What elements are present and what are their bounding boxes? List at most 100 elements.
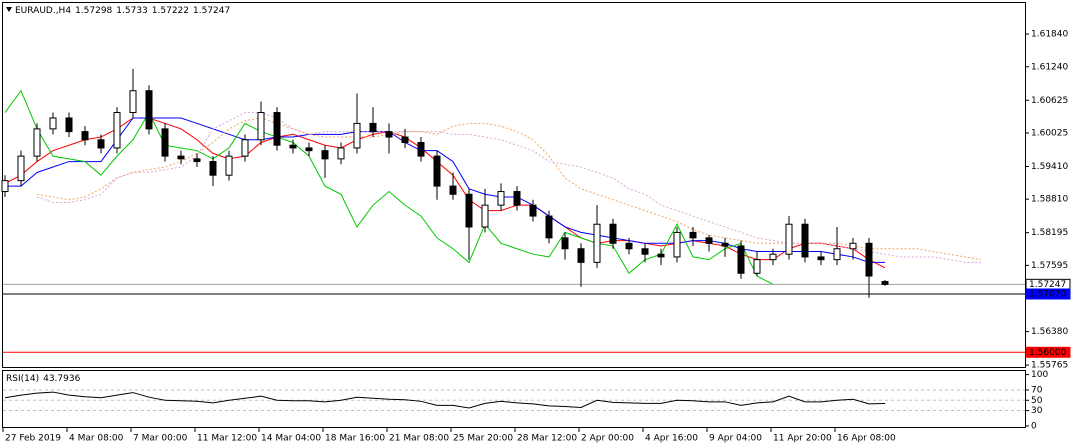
rsi-panel bbox=[2, 370, 1026, 428]
candle-body bbox=[337, 147, 345, 160]
candle-body bbox=[497, 191, 505, 206]
price-label: 1.57070 bbox=[1029, 289, 1066, 299]
y-tick-label: 1.60625 bbox=[1031, 96, 1068, 106]
y-tick-label: 1.61240 bbox=[1031, 62, 1068, 72]
candle-body bbox=[49, 117, 57, 130]
candle-body bbox=[305, 147, 313, 152]
candle-body bbox=[705, 237, 713, 244]
y-tick-label: 1.60025 bbox=[1031, 128, 1068, 138]
candle-body bbox=[145, 90, 153, 130]
candle-body bbox=[801, 223, 809, 258]
candle-body bbox=[97, 139, 105, 149]
x-tick-label: 4 Apr 16:00 bbox=[645, 434, 698, 444]
candle-body bbox=[321, 150, 329, 160]
candle-body bbox=[17, 155, 25, 182]
candle-body bbox=[641, 248, 649, 255]
candle-body bbox=[257, 112, 265, 141]
candle-body bbox=[817, 256, 825, 261]
panel-candlestick: 1.61840 1.61240 1.60625 1.60025 1.59410 1.588… bbox=[1, 30, 1071, 444]
candle-body bbox=[481, 204, 489, 228]
x-tick-label: 14 Mar 04:00 bbox=[261, 434, 321, 444]
last-high: 1.5733 bbox=[116, 6, 148, 16]
candle-body bbox=[417, 141, 425, 157]
candle-body bbox=[721, 242, 729, 247]
candle-body bbox=[129, 90, 137, 114]
x-tick-label: 11 Apr 20:00 bbox=[773, 434, 832, 444]
candle-body bbox=[673, 231, 681, 258]
candle-body bbox=[177, 155, 185, 160]
candle-body bbox=[193, 158, 201, 163]
candle-body bbox=[545, 215, 553, 239]
candle-body bbox=[369, 122, 377, 133]
candle-body bbox=[577, 248, 585, 263]
symbol: EURAUD.,H4 bbox=[15, 6, 71, 16]
y-tick-label: 1.55765 bbox=[1031, 361, 1068, 371]
candle-body bbox=[513, 191, 521, 206]
y-tick-label: 1.57595 bbox=[1031, 261, 1068, 271]
x-tick-label: 18 Mar 16:00 bbox=[325, 434, 385, 444]
price-label-bg bbox=[1025, 346, 1071, 358]
y-tick-label: 1.58810 bbox=[1031, 195, 1068, 205]
candle-body bbox=[401, 136, 409, 143]
rsi-title: RSI(14) bbox=[6, 374, 39, 384]
candle-body bbox=[225, 155, 233, 176]
candle-body bbox=[785, 223, 793, 255]
candle-body bbox=[561, 237, 569, 250]
y-tick-label: 1.61840 bbox=[1031, 30, 1068, 40]
price-label: 1.57247 bbox=[1029, 280, 1066, 290]
rsi-header: RSI(14) 43.7936 bbox=[6, 374, 81, 384]
candle-body bbox=[881, 281, 889, 285]
price-label-bg bbox=[1025, 288, 1071, 300]
candle-body bbox=[833, 248, 841, 261]
candle-body bbox=[65, 117, 73, 133]
symbol-arrow bbox=[6, 7, 12, 12]
candle-body bbox=[81, 131, 89, 141]
indicator-line bbox=[4, 391, 886, 409]
x-tick-label: 11 Mar 12:00 bbox=[197, 434, 257, 444]
x-tick-label: 4 Mar 08:00 bbox=[69, 434, 124, 444]
last-low: 1.57222 bbox=[152, 6, 189, 16]
candle-body bbox=[769, 253, 777, 261]
candle-body bbox=[529, 204, 537, 217]
candle-body bbox=[737, 245, 745, 274]
y-tick-label: 1.56380 bbox=[1031, 327, 1068, 337]
y-tick-label: 1.59410 bbox=[1031, 162, 1068, 172]
x-tick-label: 27 Feb 2019 bbox=[5, 434, 61, 444]
x-tick-label: 21 Mar 08:00 bbox=[389, 434, 449, 444]
x-tick-label: 2 Apr 00:00 bbox=[581, 434, 634, 444]
candle-body bbox=[353, 122, 361, 149]
y-tick-label: 0 bbox=[1031, 421, 1037, 431]
candle-body bbox=[657, 253, 665, 258]
last-close: 1.57247 bbox=[193, 6, 230, 16]
rsi-last: 43.7936 bbox=[43, 374, 80, 384]
last-open: 1.57298 bbox=[75, 6, 112, 16]
candle-body bbox=[449, 185, 457, 195]
candle-body bbox=[849, 242, 857, 250]
y-tick-label: 50 bbox=[1031, 396, 1043, 406]
candle-body bbox=[161, 128, 169, 157]
candle-body bbox=[609, 223, 617, 244]
x-tick-label: 9 Apr 04:00 bbox=[709, 434, 762, 444]
candle-body bbox=[209, 161, 217, 176]
y-tick-label: 70 bbox=[1031, 386, 1043, 396]
candle-body bbox=[241, 139, 249, 157]
candle-body bbox=[689, 231, 697, 239]
candle-body bbox=[593, 223, 601, 263]
candle-body bbox=[33, 128, 41, 157]
y-tick-label: 1.58195 bbox=[1031, 228, 1068, 238]
candle-body bbox=[273, 112, 281, 146]
candle-body bbox=[113, 112, 121, 149]
candle-body bbox=[865, 242, 873, 277]
candle-body bbox=[625, 242, 633, 250]
price-label: 1.56000 bbox=[1029, 348, 1066, 358]
x-tick-label: 28 Mar 12:00 bbox=[517, 434, 577, 444]
x-tick-label: 16 Apr 08:00 bbox=[837, 434, 896, 444]
x-tick-label: 7 Mar 00:00 bbox=[133, 434, 188, 444]
candle-body bbox=[289, 144, 297, 149]
chart-header: EURAUD.,H4 1.57298 1.5733 1.57222 1.57247 bbox=[15, 6, 230, 16]
candle-body bbox=[1, 180, 9, 193]
candle-body bbox=[753, 259, 761, 274]
